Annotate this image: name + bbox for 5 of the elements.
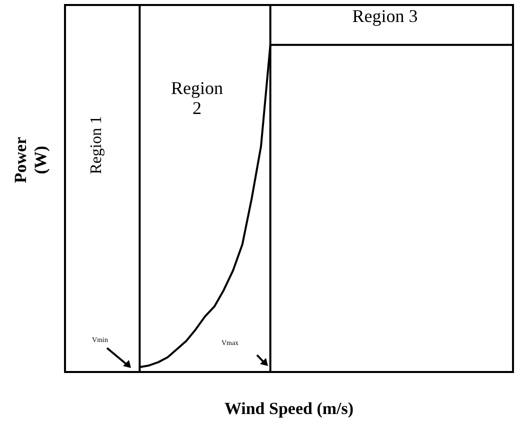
text: Region 3	[352, 6, 418, 26]
annotation: Region 1	[88, 116, 105, 174]
x-axis-title: Wind Speed (m/s)	[224, 399, 354, 418]
annotation: Region 2	[171, 78, 223, 118]
y-axis-title: Power (W)	[11, 136, 50, 184]
